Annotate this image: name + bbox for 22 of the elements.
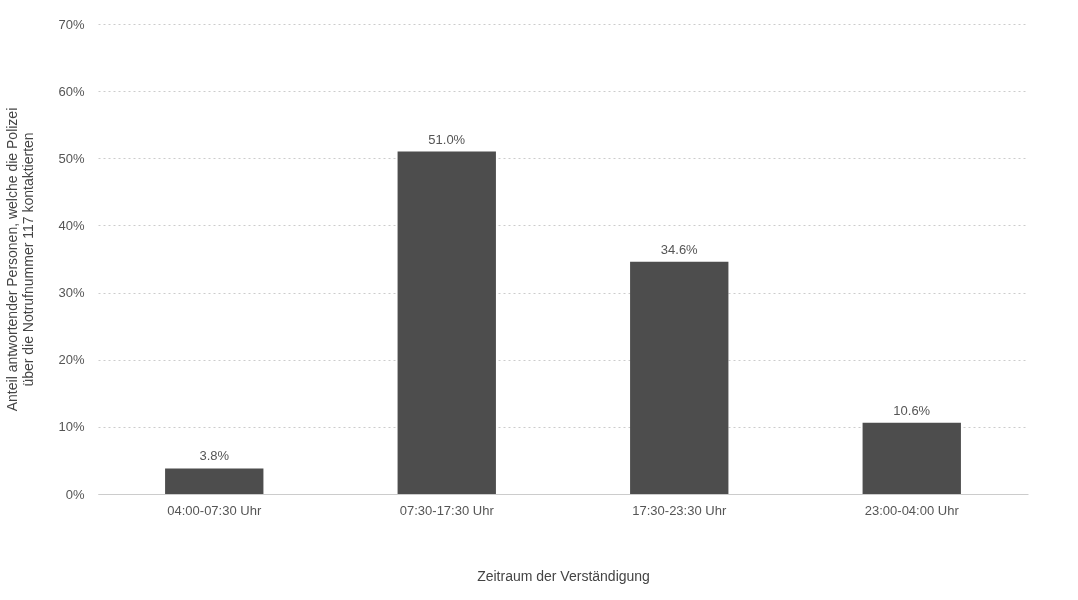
data-label: 3.8%: [199, 448, 230, 464]
x-tick-label: 23:00-04:00 Uhr: [864, 502, 960, 518]
y-tick-label: 30%: [58, 285, 85, 301]
y-tick-label: 70%: [58, 16, 85, 32]
y-tick-label: 40%: [58, 217, 85, 233]
bar: [397, 151, 496, 494]
y-tick-label: 50%: [58, 150, 85, 166]
y-tick-label: 0%: [65, 486, 85, 502]
data-label: 34.6%: [660, 241, 699, 257]
y-axis-title: Anteil antwortender Personen, welche die Polizei über die Notrufnummer 117 kontaktierten: [4, 107, 37, 412]
x-tick-label: 07:30-17:30 Uhr: [399, 502, 495, 518]
bar: [165, 468, 264, 494]
y-tick-label: 60%: [58, 83, 85, 99]
x-tick-label: 04:00-07:30 Uhr: [167, 502, 262, 518]
data-label: 51.0%: [428, 131, 466, 147]
bar: [630, 261, 729, 494]
data-label: 10.6%: [893, 402, 931, 418]
x-axis-title: Zeitraum der Verständigung: [477, 567, 650, 584]
y-tick-label: 20%: [58, 352, 85, 368]
bar: [862, 422, 961, 494]
y-tick-label: 10%: [58, 419, 85, 435]
x-tick-label: 17:30-23:30 Uhr: [632, 502, 727, 518]
